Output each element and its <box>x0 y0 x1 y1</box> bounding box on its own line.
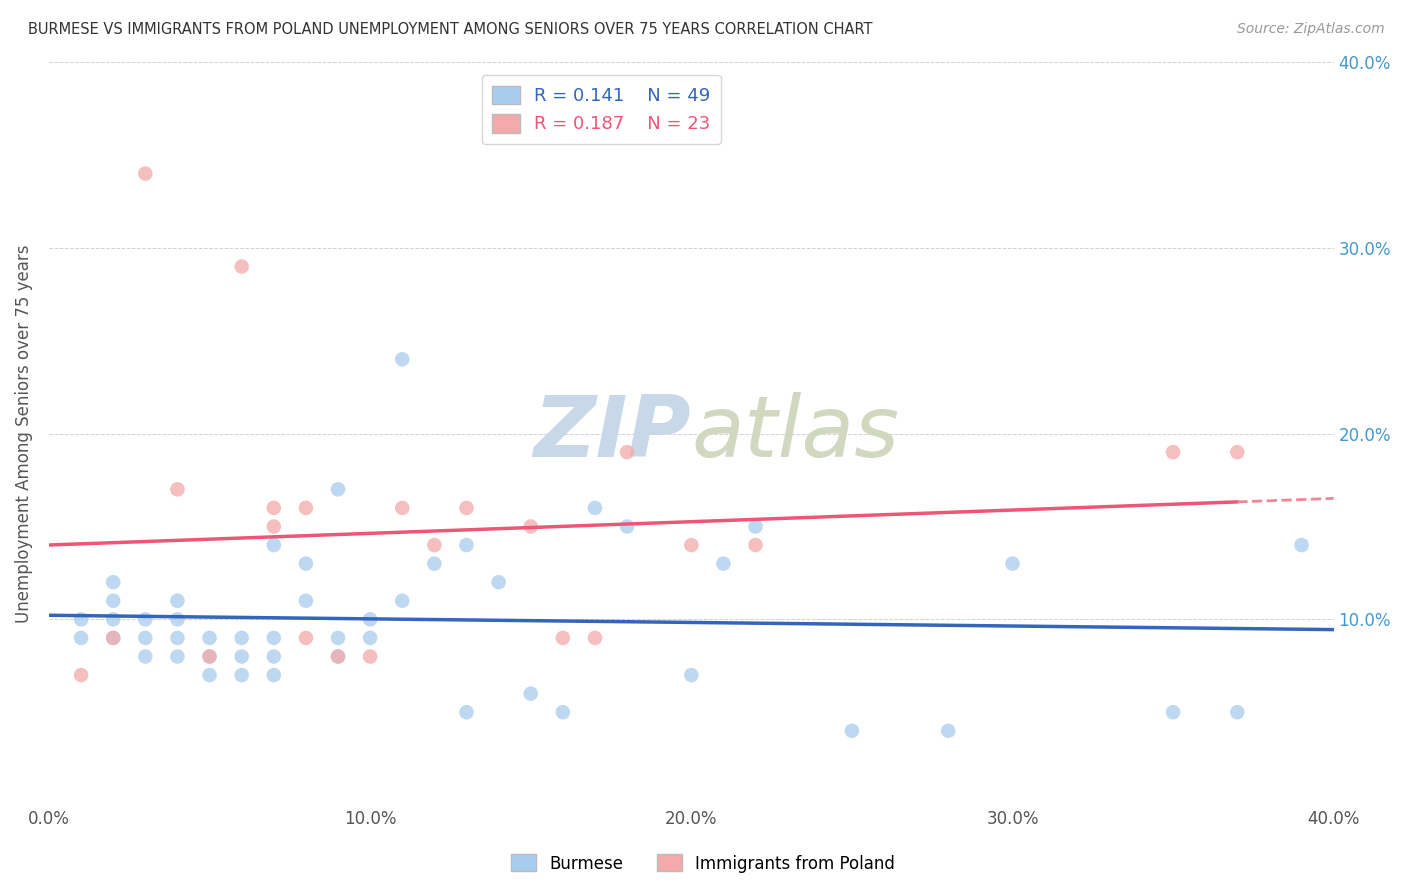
Point <box>70 612 93 626</box>
Point <box>295 557 318 571</box>
Point <box>456 705 478 719</box>
Point <box>326 631 349 645</box>
Point <box>616 519 638 533</box>
Point <box>295 594 318 608</box>
Point <box>841 723 863 738</box>
Point <box>103 575 125 590</box>
Point <box>198 631 221 645</box>
Point <box>936 723 959 738</box>
Point <box>359 631 381 645</box>
Legend: R = 0.141    N = 49, R = 0.187    N = 23: R = 0.141 N = 49, R = 0.187 N = 23 <box>482 75 721 145</box>
Y-axis label: Unemployment Among Seniors over 75 years: Unemployment Among Seniors over 75 years <box>15 244 32 623</box>
Point <box>1001 557 1024 571</box>
Text: Source: ZipAtlas.com: Source: ZipAtlas.com <box>1237 22 1385 37</box>
Point <box>263 500 285 515</box>
Text: ZIP: ZIP <box>534 392 692 475</box>
Point <box>103 612 125 626</box>
Point <box>519 687 541 701</box>
Point <box>391 594 413 608</box>
Legend: Burmese, Immigrants from Poland: Burmese, Immigrants from Poland <box>505 847 901 880</box>
Point <box>359 612 381 626</box>
Point <box>70 631 93 645</box>
Point <box>134 649 156 664</box>
Point <box>423 557 446 571</box>
Point <box>231 631 253 645</box>
Text: BURMESE VS IMMIGRANTS FROM POLAND UNEMPLOYMENT AMONG SENIORS OVER 75 YEARS CORRE: BURMESE VS IMMIGRANTS FROM POLAND UNEMPL… <box>28 22 873 37</box>
Point <box>616 445 638 459</box>
Point <box>519 519 541 533</box>
Point <box>231 260 253 274</box>
Point <box>103 631 125 645</box>
Point <box>488 575 510 590</box>
Point <box>681 668 703 682</box>
Point <box>134 167 156 181</box>
Point <box>456 500 478 515</box>
Point <box>295 500 318 515</box>
Point <box>1226 445 1249 459</box>
Point <box>231 649 253 664</box>
Point <box>263 668 285 682</box>
Point <box>70 668 93 682</box>
Point <box>1226 705 1249 719</box>
Point <box>423 538 446 552</box>
Point <box>198 668 221 682</box>
Point <box>1161 445 1184 459</box>
Point <box>744 519 766 533</box>
Point <box>231 668 253 682</box>
Point <box>1291 538 1313 552</box>
Point <box>134 631 156 645</box>
Point <box>551 705 574 719</box>
Point <box>326 483 349 497</box>
Point <box>1161 705 1184 719</box>
Point <box>263 519 285 533</box>
Point <box>391 352 413 367</box>
Point <box>681 538 703 552</box>
Point <box>263 631 285 645</box>
Point <box>198 649 221 664</box>
Point <box>713 557 735 571</box>
Point <box>263 649 285 664</box>
Point <box>103 631 125 645</box>
Point <box>744 538 766 552</box>
Point <box>359 649 381 664</box>
Point <box>456 538 478 552</box>
Point <box>166 612 188 626</box>
Point <box>326 649 349 664</box>
Point <box>166 483 188 497</box>
Point <box>551 631 574 645</box>
Point <box>198 649 221 664</box>
Point <box>166 594 188 608</box>
Point <box>166 649 188 664</box>
Point <box>103 594 125 608</box>
Point <box>134 612 156 626</box>
Point <box>326 649 349 664</box>
Point <box>391 500 413 515</box>
Point <box>166 631 188 645</box>
Text: atlas: atlas <box>692 392 900 475</box>
Point <box>583 631 606 645</box>
Point <box>295 631 318 645</box>
Point <box>583 500 606 515</box>
Point <box>263 538 285 552</box>
